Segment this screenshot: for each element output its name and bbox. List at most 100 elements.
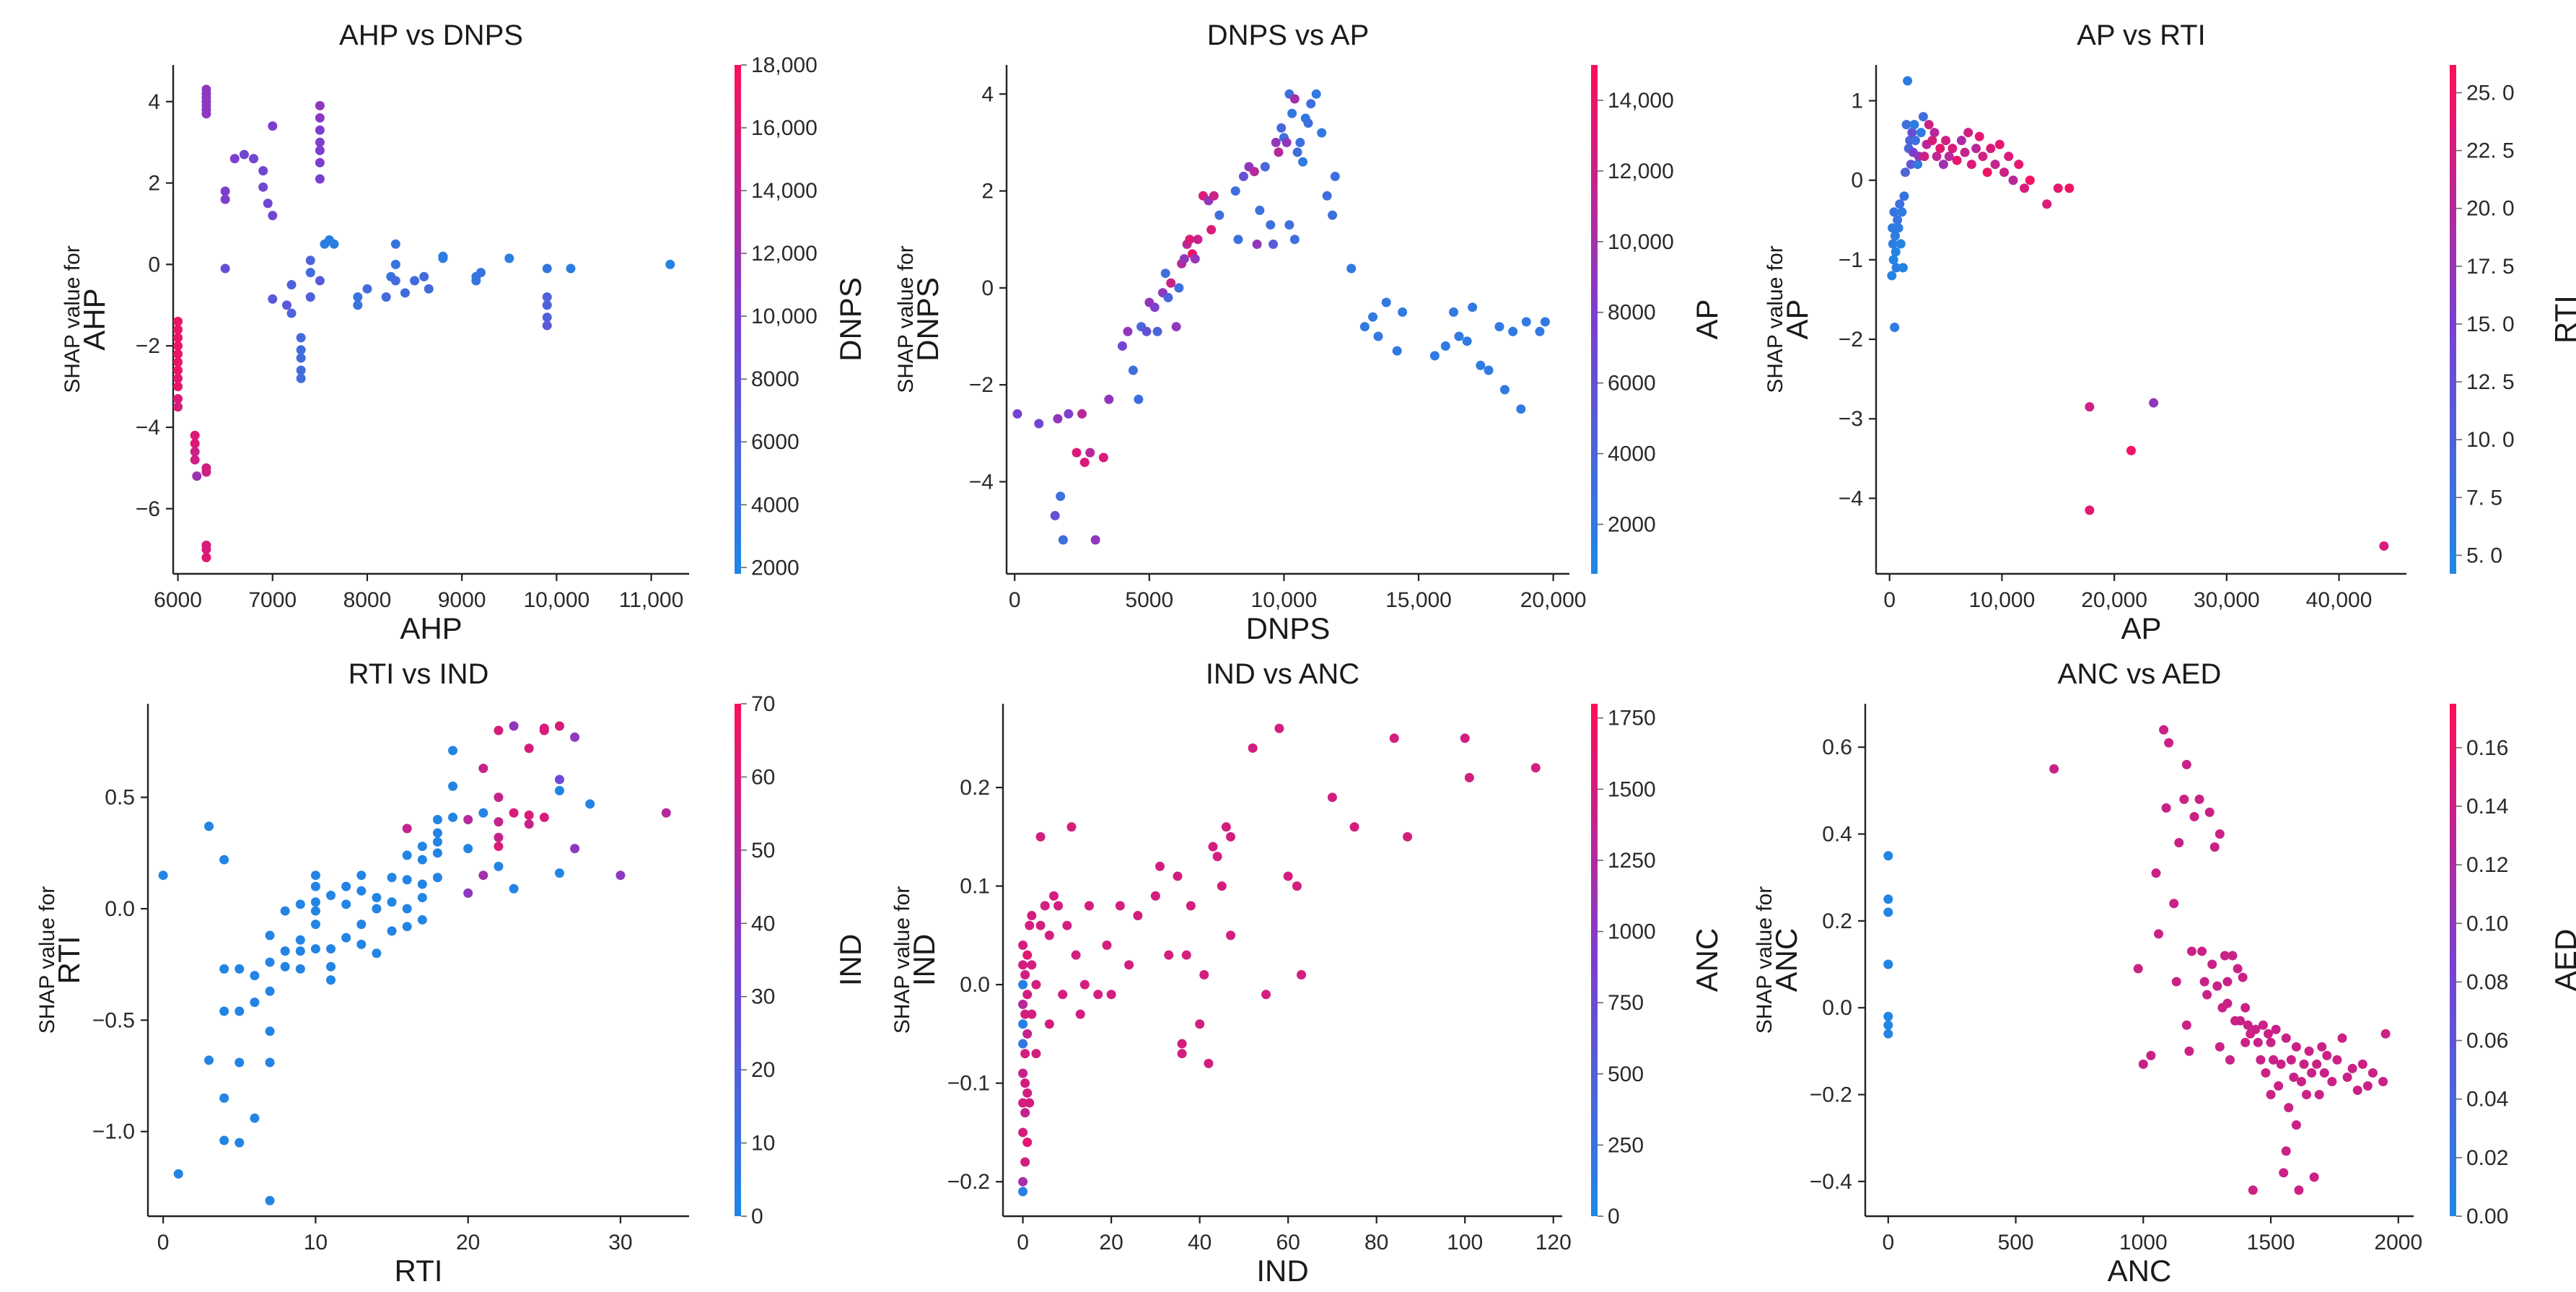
data-point bbox=[173, 341, 183, 351]
colorbar bbox=[1591, 65, 1598, 574]
y-tick-label: −2 bbox=[1839, 328, 1863, 352]
colorbar-tick-label: 8000 bbox=[751, 367, 799, 391]
data-point bbox=[1160, 269, 1170, 279]
colorbar-tick-label: 50 bbox=[751, 839, 775, 863]
data-point bbox=[2367, 1068, 2378, 1078]
data-point bbox=[1944, 152, 1954, 162]
data-point bbox=[305, 268, 315, 278]
data-point bbox=[1883, 1029, 1893, 1039]
colorbar bbox=[1591, 704, 1598, 1216]
colorbar-label: ANC bbox=[1690, 928, 1724, 992]
data-point bbox=[1888, 239, 1898, 249]
colorbar-label: RTI bbox=[2549, 295, 2576, 344]
data-point bbox=[2138, 1059, 2148, 1069]
data-point bbox=[2214, 1042, 2225, 1052]
colorbar-tick-label: 12. 5 bbox=[2466, 370, 2515, 394]
data-point bbox=[362, 284, 372, 294]
y-tick-label: 0.0 bbox=[1822, 996, 1852, 1020]
data-point bbox=[2269, 1055, 2279, 1065]
data-point bbox=[1117, 341, 1127, 351]
data-point bbox=[219, 964, 229, 974]
data-point bbox=[2179, 794, 2189, 804]
y-tick-label: 4 bbox=[148, 90, 160, 114]
data-point bbox=[1974, 131, 1984, 141]
data-point bbox=[201, 544, 211, 554]
x-tick-label: 60 bbox=[1276, 1231, 1300, 1254]
data-point bbox=[305, 256, 315, 266]
data-point bbox=[524, 743, 534, 754]
data-point bbox=[1330, 171, 1340, 181]
data-point bbox=[2240, 1037, 2251, 1047]
data-point bbox=[402, 824, 412, 834]
y-axis-label: AHP bbox=[77, 288, 111, 350]
data-point bbox=[1303, 118, 1313, 128]
data-point bbox=[2309, 1172, 2319, 1182]
data-point bbox=[1521, 317, 1531, 327]
data-point bbox=[310, 870, 320, 881]
y-tick-label: 4 bbox=[981, 82, 994, 106]
data-point bbox=[615, 870, 626, 881]
data-point bbox=[268, 294, 278, 304]
colorbar-tick-label: 0.02 bbox=[2466, 1146, 2508, 1170]
data-point bbox=[1018, 999, 1028, 1009]
data-point bbox=[250, 1113, 260, 1123]
data-point bbox=[1311, 89, 1321, 99]
x-tick-label: 100 bbox=[1447, 1231, 1483, 1254]
data-point bbox=[1889, 207, 1899, 217]
data-point bbox=[2209, 842, 2220, 852]
data-point bbox=[390, 276, 400, 286]
data-point bbox=[1233, 235, 1243, 245]
x-tick-label: 11,000 bbox=[619, 588, 684, 612]
colorbar bbox=[2450, 65, 2456, 574]
data-point bbox=[2274, 1081, 2284, 1091]
data-point bbox=[1327, 793, 1337, 803]
data-point bbox=[2174, 838, 2184, 848]
x-tick-label: 20,000 bbox=[2081, 588, 2147, 612]
scatter-points bbox=[1018, 723, 1541, 1197]
data-point bbox=[1177, 1039, 1187, 1049]
data-point bbox=[315, 125, 325, 135]
data-point bbox=[402, 850, 412, 860]
colorbar-tick-label: 7. 5 bbox=[2466, 486, 2502, 510]
data-point bbox=[315, 157, 325, 167]
data-point bbox=[1102, 940, 1112, 951]
data-point bbox=[173, 316, 183, 326]
data-point bbox=[1248, 743, 1258, 753]
data-point bbox=[258, 166, 268, 176]
data-point bbox=[1020, 1078, 1030, 1088]
y-tick-label: 0 bbox=[1851, 169, 1863, 193]
data-point bbox=[585, 799, 595, 809]
data-point bbox=[1012, 409, 1022, 419]
data-point bbox=[2171, 977, 2181, 987]
data-point bbox=[400, 288, 410, 298]
data-point bbox=[1226, 831, 1236, 842]
data-point bbox=[1217, 881, 1227, 891]
data-point bbox=[2199, 977, 2209, 987]
colorbar-tick-label: 10,000 bbox=[751, 305, 818, 328]
data-point bbox=[1284, 220, 1294, 230]
x-axis-label: DNPS bbox=[1246, 611, 1331, 645]
y-axis-label: IND bbox=[907, 934, 941, 986]
y-tick-label: 0.0 bbox=[105, 897, 135, 921]
data-point bbox=[1901, 120, 1911, 130]
data-point bbox=[2235, 1016, 2246, 1026]
colorbar-tick-label: 0.00 bbox=[2466, 1205, 2508, 1228]
data-point bbox=[2289, 1072, 2299, 1082]
data-point bbox=[2225, 1055, 2235, 1065]
data-point bbox=[268, 211, 278, 221]
data-point bbox=[2169, 899, 2179, 909]
data-point bbox=[1048, 891, 1059, 901]
data-point bbox=[190, 455, 200, 465]
data-point bbox=[1903, 76, 1913, 86]
data-point bbox=[524, 819, 534, 829]
data-point bbox=[387, 897, 397, 907]
data-point bbox=[235, 1138, 245, 1148]
data-point bbox=[310, 897, 320, 907]
data-point bbox=[410, 276, 420, 286]
x-tick-label: 20 bbox=[1099, 1231, 1123, 1254]
data-point bbox=[554, 785, 564, 795]
data-point bbox=[2020, 183, 2030, 193]
data-point bbox=[1494, 322, 1504, 332]
data-point bbox=[432, 873, 442, 883]
data-point bbox=[478, 808, 489, 818]
